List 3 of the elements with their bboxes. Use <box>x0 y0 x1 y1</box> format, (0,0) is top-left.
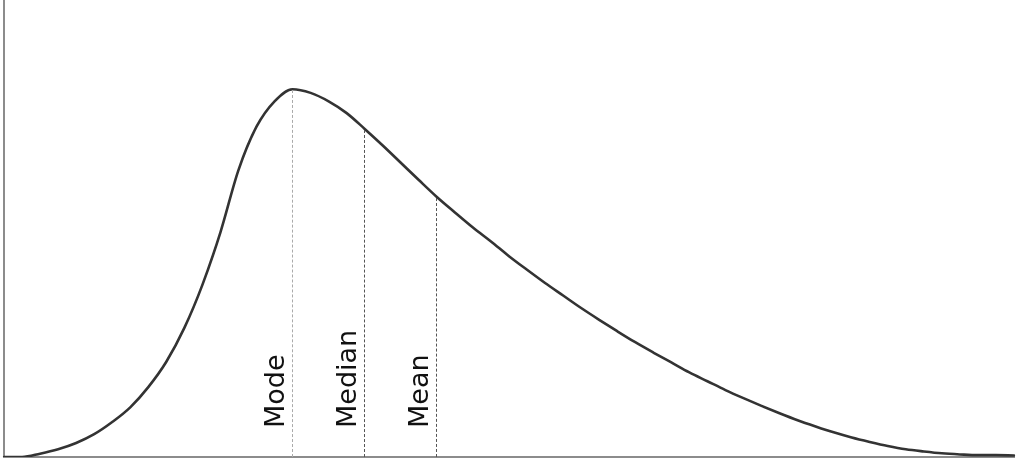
annotation: Mean <box>402 354 434 428</box>
annotation: Mode <box>258 354 290 428</box>
annotation: Median <box>330 329 362 428</box>
